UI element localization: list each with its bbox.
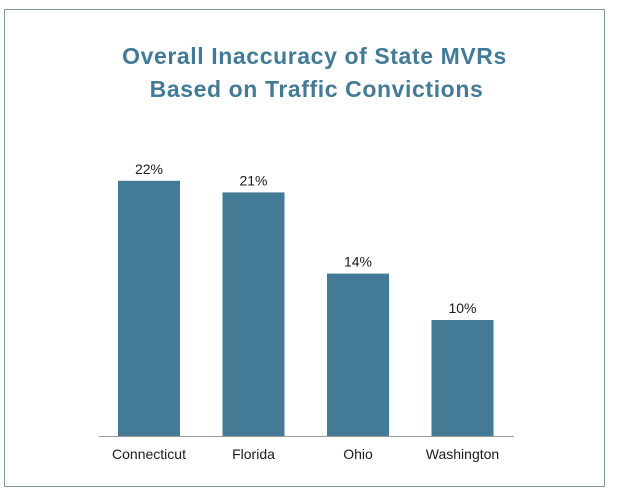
bar-florida — [222, 192, 285, 436]
value-label-ohio: 14% — [344, 254, 372, 270]
value-label-washington: 10% — [448, 300, 476, 316]
chart-title: Overall Inaccuracy of State MVRs Based o… — [0, 40, 629, 106]
bars-group: 22% Connecticut 21% Florida 14% Ohio 10% Washin… — [112, 161, 499, 462]
chart-title-line-2: Based on Traffic Convictions — [149, 76, 484, 102]
category-label-florida: Florida — [232, 446, 275, 462]
chart-frame — [4, 9, 605, 487]
value-label-connecticut: 22% — [135, 161, 163, 177]
category-label-ohio: Ohio — [343, 446, 373, 462]
bar-connecticut — [118, 180, 180, 436]
category-label-connecticut: Connecticut — [112, 446, 186, 462]
category-label-washington: Washington — [426, 446, 499, 462]
chart-title-line-1: Overall Inaccuracy of State MVRs — [122, 43, 507, 69]
bar-washington — [431, 320, 494, 436]
bar-ohio — [327, 273, 389, 436]
value-label-florida: 21% — [239, 172, 267, 188]
